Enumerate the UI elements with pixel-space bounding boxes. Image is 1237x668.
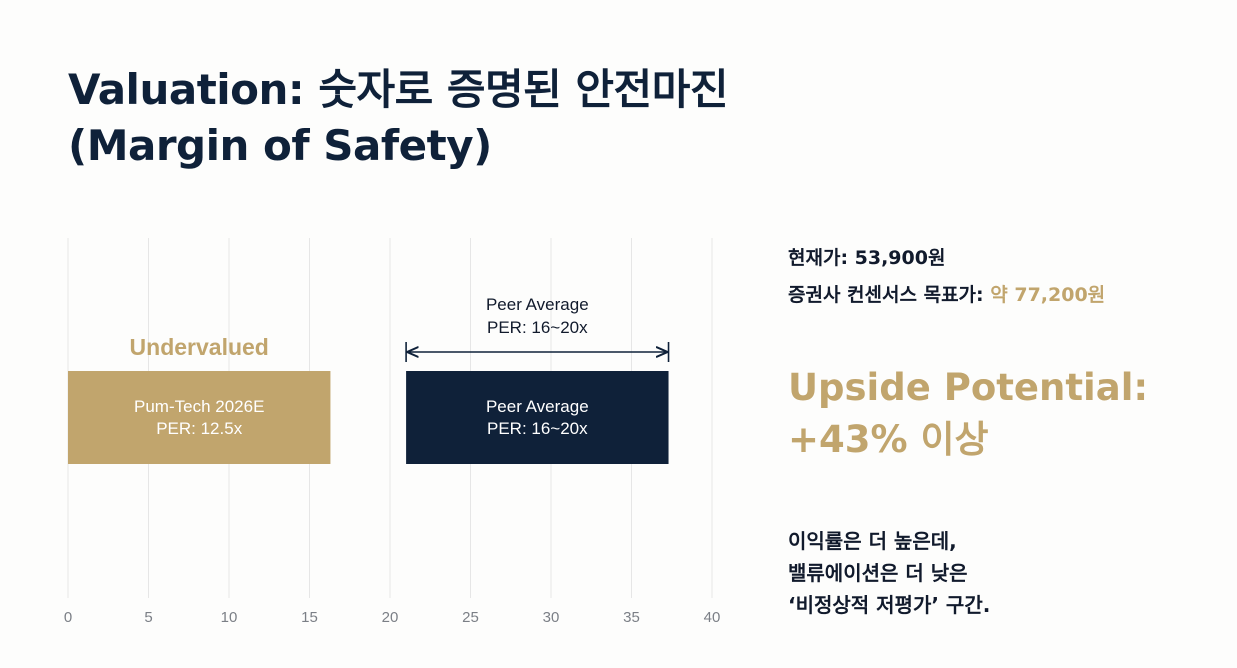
- bar-label: Pum-Tech 2026E: [134, 397, 264, 416]
- target-price: 증권사 컨센서스 목표가: 약 77,200원: [788, 277, 1105, 314]
- x-tick-label: 35: [623, 609, 640, 626]
- upside-line-1: Upside Potential:: [788, 366, 1149, 409]
- bar-value-label: PER: 12.5x: [156, 419, 242, 438]
- x-axis-ticks: 0 5 10 15 20 25 30 35 40: [64, 609, 721, 626]
- x-tick-label: 5: [144, 609, 152, 626]
- title-line-2: (Margin of Safety): [68, 121, 492, 170]
- bar-label: Peer Average: [486, 397, 589, 416]
- x-tick-label: 0: [64, 609, 72, 626]
- note-line-2: 밸류에이션은 더 낮은: [788, 561, 968, 585]
- upside-line-2: +43% 이상: [788, 418, 989, 461]
- target-price-value: 약 77,200원: [990, 284, 1106, 306]
- valuation-note: 이익률은 더 높은데, 밸류에이션은 더 낮은 ‘비정상적 저평가’ 구간.: [788, 525, 990, 621]
- current-price: 현재가: 53,900원: [788, 247, 946, 269]
- bar-1: [68, 371, 331, 464]
- target-price-label: 증권사 컨센서스 목표가:: [788, 284, 984, 306]
- annotations: Undervalued Peer Average PER: 16~20x: [130, 295, 670, 362]
- per-comparison-chart: 0 5 10 15 20 25 30 35 40 Pum-Tech 2026E PER: 12.5…: [64, 238, 721, 626]
- undervalued-label: Undervalued: [130, 334, 269, 360]
- x-tick-label: 15: [301, 609, 318, 626]
- upside-potential: Upside Potential: +43% 이상: [788, 362, 1148, 466]
- bars: Pum-Tech 2026E PER: 12.5x Peer Average PER:…: [68, 371, 669, 464]
- note-line-1: 이익률은 더 높은데,: [788, 529, 957, 553]
- bar-2: [406, 371, 669, 464]
- price-info: 현재가: 53,900원 증권사 컨센서스 목표가: 약 77,200원: [788, 240, 1105, 314]
- x-tick-label: 30: [543, 609, 560, 626]
- note-line-3: ‘비정상적 저평가’ 구간.: [788, 593, 991, 617]
- page-title: Valuation: 숫자로 증명된 안전마진 (Margin of Safet…: [68, 62, 728, 174]
- x-tick-label: 25: [462, 609, 479, 626]
- range-value-label: PER: 16~20x: [487, 318, 588, 337]
- range-label: Peer Average: [486, 295, 589, 314]
- bar-value-label: PER: 16~20x: [487, 419, 588, 438]
- x-tick-label: 40: [704, 609, 721, 626]
- title-line-1: Valuation: 숫자로 증명된 안전마진: [68, 65, 728, 114]
- x-tick-label: 20: [382, 609, 399, 626]
- x-tick-label: 10: [221, 609, 238, 626]
